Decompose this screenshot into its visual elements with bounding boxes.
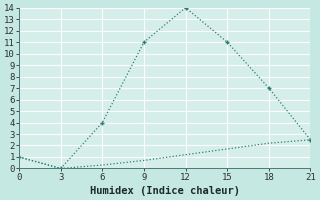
X-axis label: Humidex (Indice chaleur): Humidex (Indice chaleur) bbox=[90, 186, 240, 196]
